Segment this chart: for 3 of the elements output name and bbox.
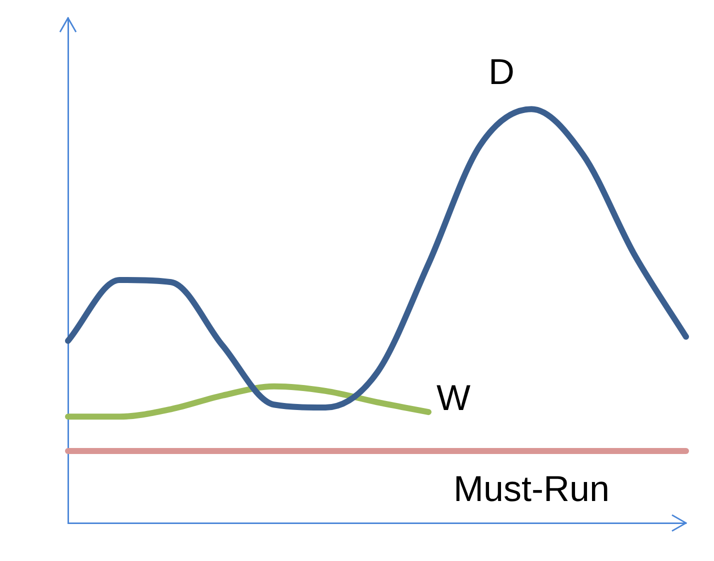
series-label: D [488,50,514,92]
series-label: Must-Run [453,468,610,509]
series-label: W [436,376,471,418]
